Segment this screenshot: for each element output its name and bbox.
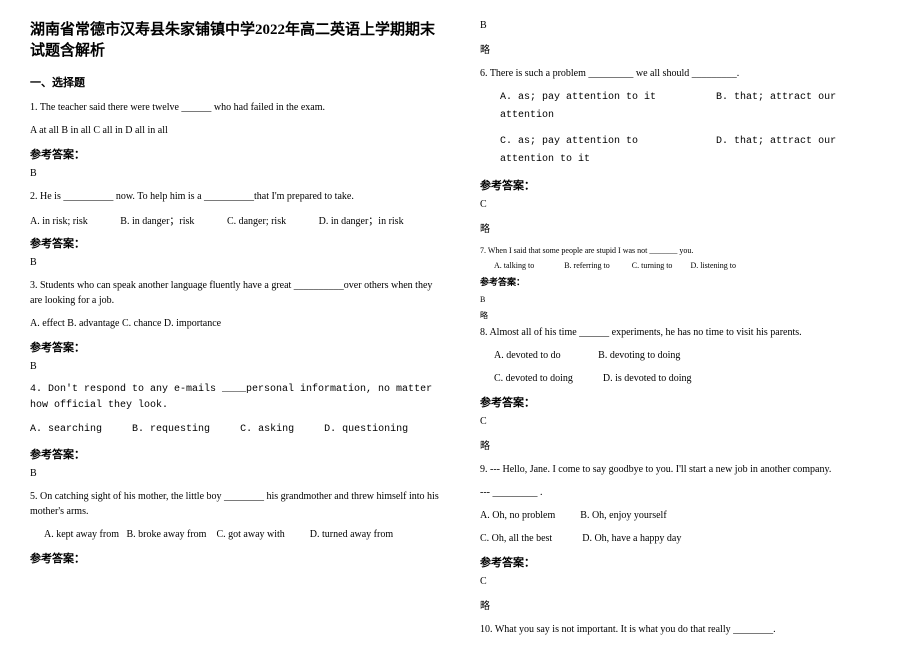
q4-opt-a: A. searching <box>30 424 102 435</box>
right-column: B 略 6. There is such a problem _________… <box>480 20 890 631</box>
q9-opt-c: C. Oh, all the best <box>480 533 552 544</box>
question-9-line2: --- _________ . <box>480 485 890 500</box>
question-7-options: A. talking to B. referring to C. turning… <box>494 260 890 271</box>
question-4-options: A. searching B. requesting C. asking D. … <box>30 422 440 438</box>
question-10: 10. What you say is not important. It is… <box>480 622 890 637</box>
question-1: 1. The teacher said there were twelve __… <box>30 100 440 115</box>
omit-9: 略 <box>480 597 890 612</box>
question-2-options: A. in risk; risk B. in danger；risk C. da… <box>30 212 440 227</box>
answer-1: B <box>30 168 440 179</box>
answer-label-3: 参考答案： <box>30 339 440 355</box>
question-6: 6. There is such a problem _________ we … <box>480 66 890 81</box>
answer-label-2: 参考答案： <box>30 235 440 251</box>
q4-opt-b: B. requesting <box>132 424 210 435</box>
q5-opt-c: C. got away with <box>216 529 284 540</box>
q2-opt-c: C. danger; risk <box>227 216 286 227</box>
omit-5: 略 <box>480 41 890 56</box>
question-9-options-row1: A. Oh, no problem B. Oh, enjoy yourself <box>480 508 890 523</box>
question-9-options-row2: C. Oh, all the best D. Oh, have a happy … <box>480 531 890 546</box>
answer-label-4: 参考答案： <box>30 446 440 462</box>
answer-label-9: 参考答案： <box>480 554 890 570</box>
question-8: 8. Almost all of his time ______ experim… <box>480 325 890 340</box>
q7-opt-d: D. listening to <box>690 261 736 270</box>
question-5-options: A. kept away from B. broke away from C. … <box>44 527 440 542</box>
left-column: 湖南省常德市汉寿县朱家铺镇中学2022年高二英语上学期期末试题含解析 一、选择题… <box>30 20 440 631</box>
question-8-options-row2: C. devoted to doing D. is devoted to doi… <box>494 371 890 386</box>
answer-label-5: 参考答案： <box>30 550 440 566</box>
answer-label-6: 参考答案： <box>480 177 890 193</box>
question-1-options: A at all B in all C all in D all in all <box>30 123 440 138</box>
document-title: 湖南省常德市汉寿县朱家铺镇中学2022年高二英语上学期期末试题含解析 <box>30 20 440 62</box>
question-3-options: A. effect B. advantage C. chance D. impo… <box>30 316 440 331</box>
answer-7: B <box>480 294 890 305</box>
q2-opt-b: B. in danger；risk <box>120 216 194 227</box>
answer-label-1: 参考答案： <box>30 146 440 162</box>
q6-opt-a: A. as; pay attention to it <box>500 92 656 103</box>
q9-opt-d: D. Oh, have a happy day <box>582 533 681 544</box>
question-3: 3. Students who can speak another langua… <box>30 278 440 308</box>
q5-opt-d: D. turned away from <box>310 529 393 540</box>
q7-opt-a: A. talking to <box>494 261 534 270</box>
q5-opt-b: B. broke away from <box>126 529 206 540</box>
q5-opt-a: A. kept away from <box>44 529 119 540</box>
q9-opt-b: B. Oh, enjoy yourself <box>580 510 666 521</box>
q6-opt-c: C. as; pay attention to <box>500 136 638 147</box>
question-7: 7. When I said that some people are stup… <box>480 245 890 256</box>
question-6-options-row2: C. as; pay attention to D. that; attract… <box>500 133 890 169</box>
answer-4: B <box>30 468 440 479</box>
q8-opt-a: A. devoted to do <box>494 350 561 361</box>
q8-opt-c: C. devoted to doing <box>494 373 573 384</box>
answer-9: C <box>480 576 890 587</box>
omit-6: 略 <box>480 220 890 235</box>
q7-opt-b: B. referring to <box>564 261 610 270</box>
q4-opt-d: D. questioning <box>324 424 408 435</box>
answer-2: B <box>30 257 440 268</box>
question-6-options-row1: A. as; pay attention to it B. that; attr… <box>500 89 890 125</box>
answer-8: C <box>480 416 890 427</box>
answer-3: B <box>30 361 440 372</box>
question-4: 4. Don't respond to any e-mails ____pers… <box>30 382 440 414</box>
q4-opt-c: C. asking <box>240 424 294 435</box>
document-columns: 湖南省常德市汉寿县朱家铺镇中学2022年高二英语上学期期末试题含解析 一、选择题… <box>30 20 890 631</box>
question-9-line1: 9. --- Hello, Jane. I come to say goodby… <box>480 462 890 477</box>
question-5: 5. On catching sight of his mother, the … <box>30 489 440 519</box>
answer-label-8: 参考答案： <box>480 394 890 410</box>
q2-opt-a: A. in risk; risk <box>30 216 88 227</box>
q8-opt-d: D. is devoted to doing <box>603 373 692 384</box>
section-heading: 一、选择题 <box>30 74 440 90</box>
answer-6: C <box>480 199 890 210</box>
omit-7: 略 <box>480 310 890 321</box>
q2-opt-d: D. in danger；in risk <box>319 216 404 227</box>
answer-5: B <box>480 20 890 31</box>
q8-opt-b: B. devoting to doing <box>598 350 680 361</box>
q7-opt-c: C. turning to <box>632 261 673 270</box>
q9-opt-a: A. Oh, no problem <box>480 510 555 521</box>
question-2: 2. He is __________ now. To help him is … <box>30 189 440 204</box>
question-8-options-row1: A. devoted to do B. devoting to doing <box>494 348 890 363</box>
omit-8: 略 <box>480 437 890 452</box>
answer-label-7: 参考答案： <box>480 275 890 288</box>
